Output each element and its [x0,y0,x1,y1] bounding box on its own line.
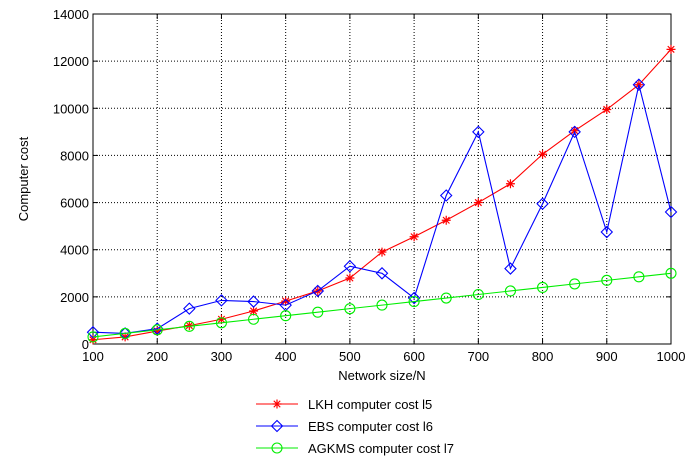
legend-swatch-marker [270,419,284,433]
data-point [569,278,581,290]
x-tick-label: 400 [275,349,297,364]
legend-label: EBS computer cost l6 [308,419,433,434]
data-point [441,215,451,225]
data-point [440,292,452,304]
data-point [505,179,515,189]
series-line [92,272,672,338]
y-tick-label: 14000 [53,7,89,22]
data-point [281,296,291,306]
data-point [504,262,517,275]
data-point [183,302,196,315]
data-point [409,232,419,242]
x-tick-label: 300 [211,349,233,364]
data-point [312,306,324,318]
data-point [408,296,420,308]
x-tick-label: 900 [596,349,618,364]
y-tick-label: 12000 [53,54,89,69]
data-point [345,273,355,283]
data-point [88,335,98,345]
data-point [87,331,99,343]
x-tick-label: 100 [82,349,104,364]
data-point [311,284,325,298]
data-point [216,314,226,324]
legend-swatch-marker [272,399,282,409]
x-axis-label: Network size/N [338,368,425,383]
data-point [633,271,645,283]
legend-swatch-marker [271,442,283,454]
data-point [344,303,356,315]
data-point [249,306,259,316]
data-point [151,324,163,336]
data-point [472,288,484,301]
data-point [247,295,260,308]
x-tick-label: 200 [146,349,168,364]
legend-label: AGKMS computer cost l7 [308,441,454,456]
x-tick-label: 600 [403,349,425,364]
data-point [538,149,548,159]
y-tick-label: 2000 [60,290,89,305]
data-point [120,332,130,342]
data-point [377,247,387,257]
data-point [248,313,260,325]
data-point [601,274,613,286]
data-point [439,189,453,202]
y-tick-label: 4000 [60,243,89,258]
x-tick-label: 1000 [657,349,686,364]
y-axis-label: Computer cost [16,136,31,221]
x-tick-label: 500 [339,349,361,364]
data-point [536,197,549,211]
data-point [376,299,388,311]
data-point [632,78,646,91]
data-point [215,294,228,307]
legend-item: LKH computer cost l5 [256,397,432,412]
legend-item: EBS computer cost l6 [256,419,433,434]
series-1 [88,44,676,345]
data-point [602,104,612,114]
data-point [215,317,227,329]
y-tick-label: 10000 [53,101,89,116]
data-point [119,327,131,339]
data-point [664,205,678,219]
x-tick-label: 700 [467,349,489,364]
data-point [152,326,162,336]
series-line [92,48,672,341]
x-tick-label: 800 [532,349,554,364]
data-point [407,291,421,305]
grid [93,14,671,344]
data-point [183,320,195,332]
axis-ticks: 100 200 300 400 500 600 700 800 900 1000020004000… [53,7,686,364]
data-point [343,259,357,273]
data-point [375,267,389,280]
data-point [666,44,676,54]
data-point [665,267,677,279]
y-tick-label: 8000 [60,148,89,163]
data-point [184,321,194,331]
data-point [86,325,100,339]
y-tick-label: 0 [82,337,89,352]
series-3 [87,267,677,343]
legend-label: LKH computer cost l5 [308,397,432,412]
plot-frame [92,13,672,345]
series [86,44,678,345]
data-point [473,198,483,208]
data-point [504,285,516,297]
data-point [600,225,614,239]
y-tick-label: 6000 [60,196,89,211]
legend: LKH computer cost l5 EBS computer cost l6… [247,391,519,461]
legend-item: AGKMS computer cost l7 [256,441,454,456]
data-point [280,310,292,322]
data-point [568,125,581,139]
data-point [537,281,549,293]
data-point [472,125,485,139]
series-line [92,84,672,334]
